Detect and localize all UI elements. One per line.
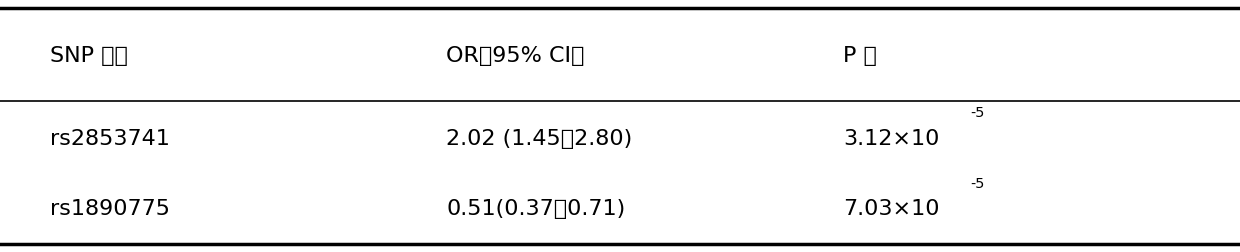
Text: OR（95% CI）: OR（95% CI） bbox=[446, 46, 585, 66]
Text: SNP 位点: SNP 位点 bbox=[50, 46, 128, 66]
Text: 2.02 (1.45～2.80): 2.02 (1.45～2.80) bbox=[446, 129, 632, 149]
Text: rs1890775: rs1890775 bbox=[50, 199, 170, 219]
Text: P 值: P 值 bbox=[843, 46, 877, 66]
Text: 7.03×10: 7.03×10 bbox=[843, 199, 940, 219]
Text: rs2853741: rs2853741 bbox=[50, 129, 170, 149]
Text: -5: -5 bbox=[970, 106, 985, 120]
Text: -5: -5 bbox=[970, 177, 985, 191]
Text: 3.12×10: 3.12×10 bbox=[843, 129, 940, 149]
Text: 0.51(0.37～0.71): 0.51(0.37～0.71) bbox=[446, 199, 626, 219]
